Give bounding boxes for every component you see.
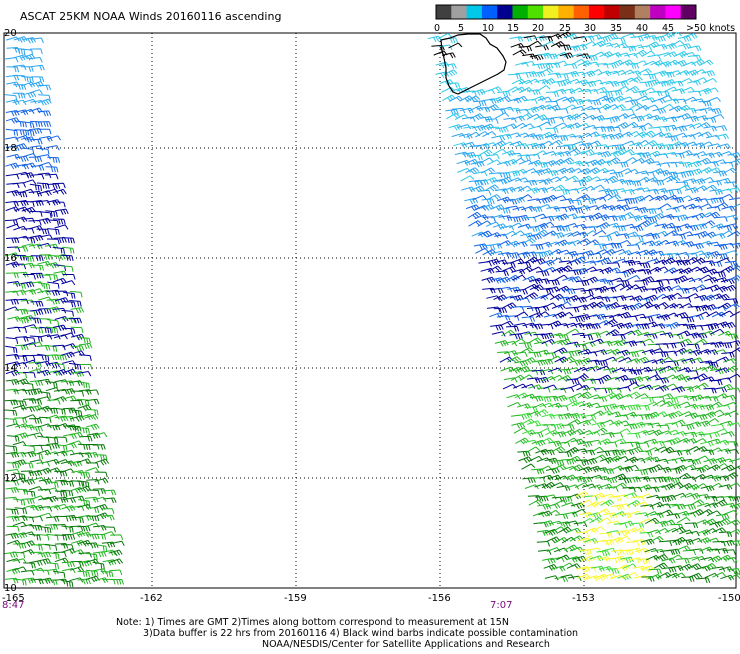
lon-label-159: -159 xyxy=(284,593,307,604)
lat-label-20: 20 xyxy=(4,28,17,39)
colorbar-swatch xyxy=(681,5,697,19)
map-title: ASCAT 25KM NOAA Winds 20160116 ascending xyxy=(20,10,281,23)
colorbar-label-35: 35 xyxy=(610,23,622,34)
colorbar-swatch xyxy=(512,5,528,19)
lon-label-162: -162 xyxy=(140,593,163,604)
lat-label-18: 18 xyxy=(4,143,17,154)
colorbar-swatch xyxy=(650,5,666,19)
pass-time-left: 8:47 xyxy=(2,600,24,611)
colorbar-swatch xyxy=(635,5,651,19)
lat-label-12: 12 xyxy=(4,473,17,484)
colorbar-label-15: 15 xyxy=(507,23,519,34)
colorbar-swatch xyxy=(528,5,544,19)
colorbar-swatch xyxy=(497,5,513,19)
colorbar-swatch xyxy=(604,5,620,19)
lat-label-16: 16 xyxy=(4,253,17,264)
lat-label-14: 14 xyxy=(4,363,17,374)
note-line-3: NOAA/NESDIS/Center for Satellite Applica… xyxy=(262,639,550,650)
note-line-2: 3)Data buffer is 22 hrs from 20160116 4)… xyxy=(143,628,578,639)
colorbar-swatch xyxy=(558,5,574,19)
colorbar-swatch xyxy=(467,5,483,19)
lon-label-156: -156 xyxy=(428,593,451,604)
colorbar-label-5: 5 xyxy=(458,23,464,34)
colorbar-label-40: 40 xyxy=(636,23,648,34)
colorbar-swatch xyxy=(451,5,467,19)
colorbar-label-0: 0 xyxy=(434,23,440,34)
colorbar-swatch xyxy=(436,5,452,19)
colorbar-label-45: 45 xyxy=(662,23,674,34)
lon-label-150: -150 xyxy=(718,593,740,604)
colorbar-label-20: 20 xyxy=(532,23,544,34)
pass-time-right: 7:07 xyxy=(490,600,512,611)
lon-label-153: -153 xyxy=(572,593,595,604)
colorbar-swatch xyxy=(482,5,498,19)
note-line-1: Note: 1) Times are GMT 2)Times along bot… xyxy=(116,617,509,628)
colorbar-label-10: 10 xyxy=(482,23,494,34)
colorbar-swatch xyxy=(589,5,605,19)
colorbar-label-50plus: >50 knots xyxy=(686,23,735,34)
colorbar-swatch xyxy=(620,5,636,19)
wind-speed-colorbar xyxy=(436,5,696,19)
colorbar-label-30: 30 xyxy=(584,23,596,34)
colorbar-swatch xyxy=(665,5,681,19)
colorbar-swatch xyxy=(574,5,590,19)
colorbar-label-25: 25 xyxy=(559,23,571,34)
colorbar-swatch xyxy=(543,5,559,19)
